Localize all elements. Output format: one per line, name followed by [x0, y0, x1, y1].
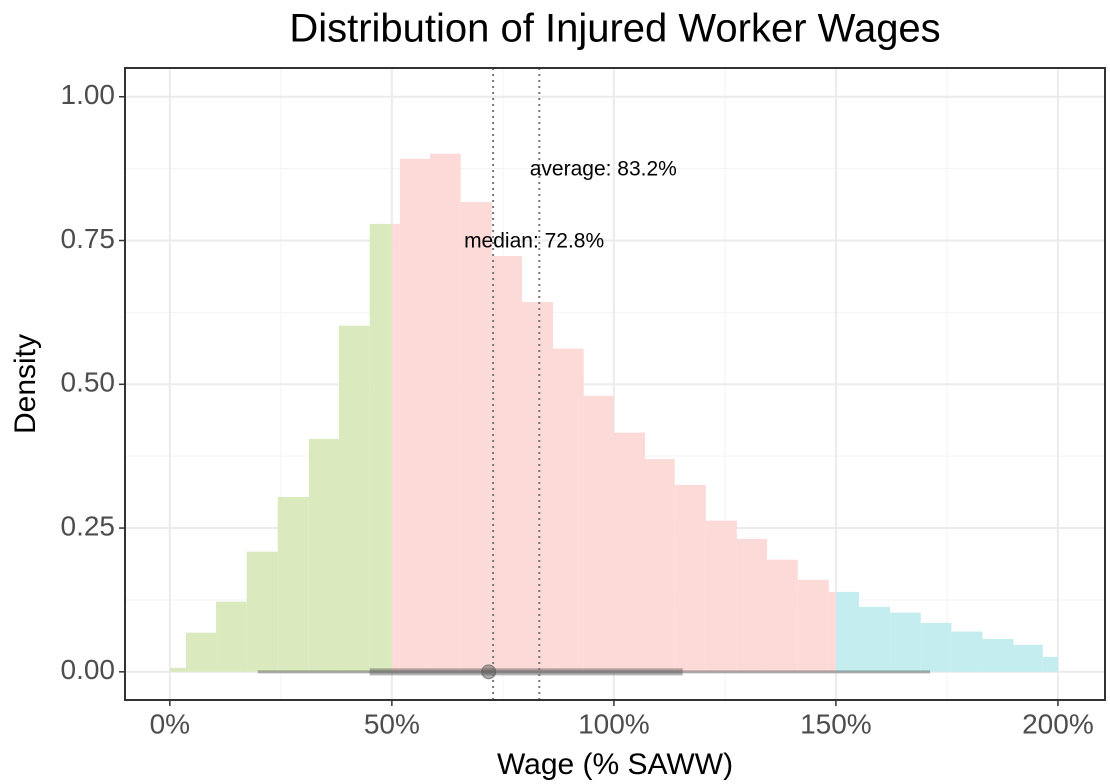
x-tick-label: 200%	[1022, 708, 1094, 739]
histogram-bar	[277, 497, 309, 672]
histogram-bar	[767, 559, 798, 672]
histogram-bar	[185, 632, 217, 672]
histogram-bar	[797, 579, 829, 672]
histogram-bar	[982, 639, 1014, 672]
average-annotation: average: 83.2%	[530, 158, 677, 181]
histogram-bar	[246, 551, 278, 672]
histogram-bar	[583, 395, 614, 672]
y-tick-label: 0.00	[61, 654, 116, 685]
histogram-bar	[169, 667, 186, 672]
histogram-bar	[1042, 656, 1058, 672]
histogram-bar	[460, 201, 492, 672]
histogram-bar	[399, 158, 431, 672]
histogram-bar	[613, 432, 645, 672]
histogram-bar	[674, 484, 706, 672]
interval-point	[481, 664, 497, 680]
histogram-bar	[521, 302, 554, 672]
y-tick-label: 0.25	[61, 510, 116, 541]
y-tick-label: 1.00	[61, 79, 116, 110]
histogram-bar	[835, 591, 860, 672]
x-axis-label: Wage (% SAWW)	[497, 748, 733, 781]
x-tick-label: 50%	[364, 708, 420, 739]
histogram-bar	[951, 631, 983, 672]
plot-border	[124, 67, 1106, 701]
histogram-bar	[705, 520, 737, 672]
y-axis-label: Density	[9, 334, 42, 434]
y-tick-label: 0.75	[61, 223, 116, 254]
histogram-bar	[339, 325, 370, 672]
histogram-bar	[391, 223, 400, 672]
histogram-bar	[491, 256, 522, 672]
histogram-bar	[308, 438, 340, 672]
histogram-bar	[553, 348, 584, 672]
histogram-bar	[644, 459, 675, 672]
median-annotation: median: 72.8%	[464, 230, 604, 253]
chart-title: Distribution of Injured Worker Wages	[289, 7, 940, 51]
histogram-bar	[216, 601, 247, 672]
y-tick-label: 0.50	[61, 367, 116, 398]
histogram-bar	[430, 153, 461, 672]
x-tick-label: 0%	[150, 708, 190, 739]
histogram-bar	[890, 612, 921, 672]
x-tick-label: 100%	[578, 708, 650, 739]
histogram-bar	[736, 538, 768, 672]
x-tick-label: 150%	[800, 708, 872, 739]
histogram-bar	[920, 622, 952, 672]
histogram-bar	[859, 606, 891, 672]
histogram-bar	[828, 591, 836, 672]
histogram-bar	[369, 223, 392, 672]
histogram-bar	[1013, 644, 1043, 672]
